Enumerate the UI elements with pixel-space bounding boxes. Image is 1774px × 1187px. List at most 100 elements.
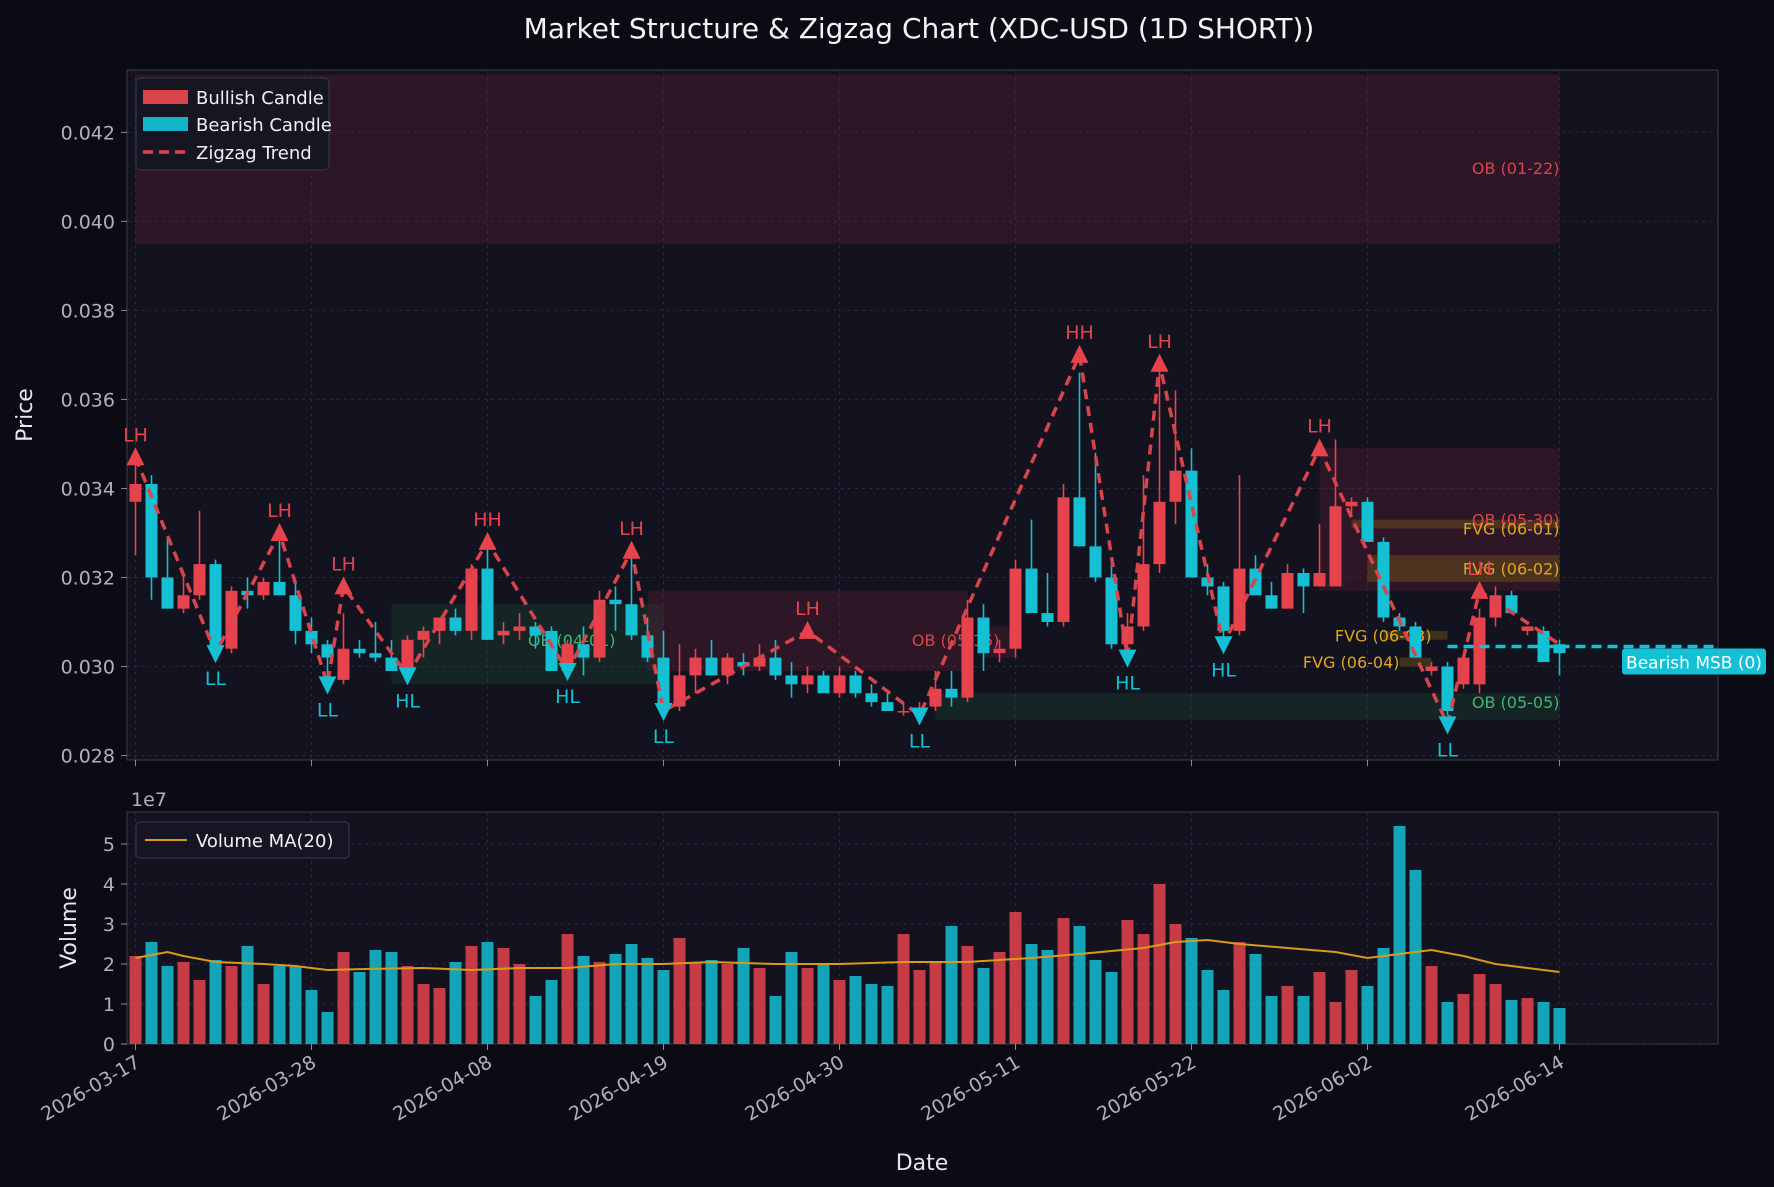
candle-body [1217,586,1230,631]
swing-high-marker [1470,580,1489,599]
candle-body [881,702,894,712]
volume-bar [1281,986,1294,1044]
volume-tick-label: 3 [103,914,115,936]
volume-bar [289,966,302,1044]
candle-body [1281,573,1294,609]
candle-body [1553,644,1566,654]
price-legend: Bullish Candle Bearish Candle Zigzag Tre… [135,77,332,171]
swing-high-label: HH [473,509,502,531]
candle-body [1457,657,1470,685]
volume-bar [353,972,366,1044]
price-tick-label: 0.034 [61,478,115,500]
zone-box [1351,519,1560,529]
volume-bar [1057,918,1070,1044]
candle-body [1313,573,1326,587]
candle-body [897,711,910,713]
price-tick-label: 0.032 [61,567,115,589]
volume-bar [753,968,766,1044]
zone-box [1319,448,1560,591]
date-axis-label: Date [896,1151,949,1176]
candle-body [593,599,606,658]
candle-body [833,675,846,694]
candle-body [321,644,334,658]
candle-body [385,657,398,671]
candle-body [961,617,974,698]
zone-label: FVG (06-04) [1303,653,1400,672]
candle-body [1041,613,1054,622]
swing-high-marker [622,540,641,559]
candle-body [289,595,302,631]
legend-label-bearish: Bearish Candle [196,115,332,136]
swing-high-label: LH [331,553,356,575]
candle-body [273,581,286,596]
volume-bar [1153,884,1166,1044]
volume-bar [1313,972,1326,1044]
candle-body [1025,568,1038,614]
candle-body [977,617,990,654]
zone-label: OB (05-30) [1472,511,1560,530]
volume-bar [433,988,446,1044]
candle-body [577,644,590,658]
candle-body [1073,497,1086,547]
volume-bar [1073,926,1086,1044]
candle-body [257,581,270,596]
candle-body [1361,501,1374,542]
volume-bar [129,956,142,1044]
candle-body [177,595,190,609]
candle-body [545,630,558,671]
volume-bar [737,948,750,1044]
candle-body [353,648,366,654]
candle-body [497,630,510,636]
candle-body [417,630,430,640]
swing-low-marker [1438,716,1457,735]
candle-body [865,693,878,703]
volume-bar [1185,938,1198,1044]
volume-tick-label: 4 [103,874,115,896]
volume-bar [385,952,398,1044]
volume-bar [401,966,414,1044]
volume-bar [1025,944,1038,1044]
candle-body [705,657,718,676]
volume-bar [1409,870,1422,1044]
zone-box [1399,657,1432,667]
msb-label: Bearish MSB (0) [1626,653,1762,673]
volume-bar [801,968,814,1044]
price-axis-label: Price [13,388,38,442]
swing-low-marker [318,676,337,695]
volume-bar [369,950,382,1044]
volume-bar [529,996,542,1044]
candle-body [529,626,542,636]
volume-bar [785,952,798,1044]
swing-high-label: LH [1307,415,1332,437]
chart-title: Market Structure & Zigzag Chart (XDC-USD… [524,12,1315,45]
volume-bar [1537,1002,1550,1044]
volume-legend: Volume MA(20) [135,821,350,859]
volume-bar [145,942,158,1044]
volume-bar [625,944,638,1044]
zone-label: OB (05-05) [1472,693,1560,712]
swing-high-marker [1310,438,1329,457]
swing-high-label: LH [1467,558,1492,580]
volume-bar [481,942,494,1044]
volume-bar [161,966,174,1044]
swing-high-marker [334,576,353,595]
candle-body [1521,626,1534,631]
volume-bar [689,962,702,1044]
volume-bar [881,986,894,1044]
zone-label: FVG (06-02) [1463,560,1560,579]
candle-body [769,657,782,676]
volume-bar [305,990,318,1044]
volume-bar [1377,948,1390,1044]
candle-body [657,657,670,707]
legend-swatch-bullish [143,90,188,104]
volume-bar [1505,1000,1518,1044]
legend-swatch-bearish [143,117,188,131]
volume-bar [641,958,654,1044]
volume-bar [1441,1002,1454,1044]
volume-multiplier: 1e7 [131,789,167,811]
volume-bar [465,946,478,1044]
swing-low-label: HL [395,690,420,712]
swing-low-marker [910,707,929,726]
swing-high-marker [1150,353,1169,372]
